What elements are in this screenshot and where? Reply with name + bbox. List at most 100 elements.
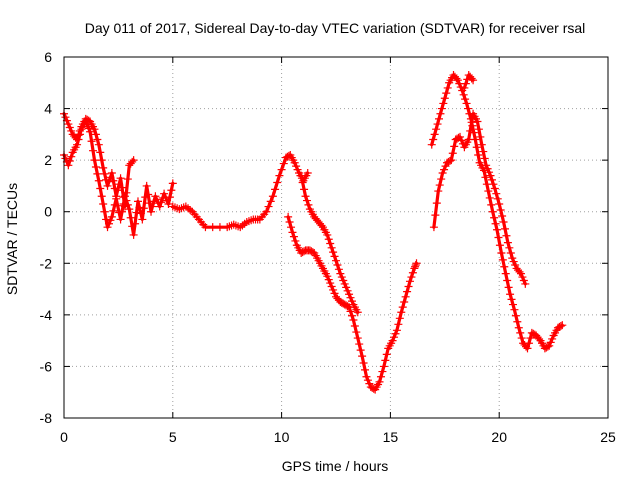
data-point-marker bbox=[247, 216, 256, 225]
data-point-marker bbox=[268, 192, 277, 201]
data-point-marker bbox=[411, 262, 420, 271]
tick-layer bbox=[63, 56, 609, 419]
data-point-marker bbox=[132, 208, 141, 217]
data-point-marker bbox=[97, 156, 106, 165]
data-point-marker bbox=[64, 120, 73, 129]
data-point-marker bbox=[505, 243, 514, 252]
data-point-marker bbox=[147, 207, 156, 216]
data-point-marker bbox=[515, 267, 524, 276]
data-point-marker bbox=[329, 285, 338, 294]
data-point-marker bbox=[337, 273, 346, 282]
data-point-marker bbox=[119, 193, 128, 202]
data-point-marker bbox=[262, 207, 271, 216]
data-point-marker bbox=[437, 175, 446, 184]
data-point-marker bbox=[65, 123, 74, 132]
data-point-marker bbox=[432, 125, 441, 134]
data-point-marker bbox=[502, 231, 511, 240]
data-point-marker bbox=[486, 171, 495, 180]
data-point-marker bbox=[493, 225, 502, 234]
data-point-marker bbox=[302, 196, 311, 205]
data-point-marker bbox=[266, 197, 275, 206]
data-point-marker bbox=[495, 199, 504, 208]
data-point-marker bbox=[113, 201, 122, 210]
data-point-marker bbox=[151, 192, 160, 201]
data-point-marker bbox=[353, 308, 362, 317]
data-point-marker bbox=[435, 181, 444, 190]
data-point-marker bbox=[523, 344, 532, 353]
data-point-marker bbox=[74, 131, 83, 140]
data-point-marker bbox=[87, 137, 96, 146]
data-point-marker bbox=[333, 261, 342, 270]
data-point-marker bbox=[152, 195, 161, 204]
data-point-marker bbox=[67, 152, 76, 161]
data-point-marker bbox=[519, 276, 528, 285]
data-point-marker bbox=[120, 202, 129, 211]
data-point-marker bbox=[509, 257, 518, 266]
data-point-marker bbox=[317, 221, 326, 230]
data-point-marker bbox=[148, 202, 157, 211]
data-point-marker bbox=[432, 199, 441, 208]
data-point-marker bbox=[362, 372, 371, 381]
data-point-marker bbox=[289, 232, 298, 241]
data-point-marker bbox=[440, 165, 449, 174]
data-point-marker bbox=[288, 228, 297, 237]
data-point-marker bbox=[94, 176, 103, 185]
y-tick-label: -6 bbox=[40, 358, 53, 374]
data-point-marker bbox=[284, 212, 293, 221]
data-point-marker bbox=[93, 169, 102, 178]
data-point-marker bbox=[467, 74, 476, 83]
data-point-marker bbox=[347, 297, 356, 306]
data-point-marker bbox=[474, 150, 483, 159]
data-point-marker bbox=[445, 157, 454, 166]
data-point-marker bbox=[376, 372, 385, 381]
series-trace bbox=[299, 174, 360, 314]
data-point-marker bbox=[264, 202, 273, 211]
y-tick-label: -2 bbox=[40, 255, 53, 271]
data-point-marker bbox=[496, 205, 505, 214]
data-point-marker bbox=[427, 140, 436, 149]
data-point-marker bbox=[548, 334, 557, 343]
data-point-marker bbox=[441, 162, 450, 171]
data-point-marker bbox=[123, 175, 132, 184]
data-point-marker bbox=[136, 209, 145, 218]
data-point-marker bbox=[343, 302, 352, 311]
data-point-marker bbox=[61, 154, 70, 163]
data-point-marker bbox=[94, 140, 103, 149]
data-point-marker bbox=[157, 198, 166, 207]
data-point-marker bbox=[408, 268, 417, 277]
data-point-marker bbox=[91, 130, 100, 139]
data-point-marker bbox=[358, 352, 367, 361]
x-tick-label: 20 bbox=[491, 429, 507, 445]
data-point-marker bbox=[499, 218, 508, 227]
data-point-marker bbox=[411, 261, 420, 270]
data-point-marker bbox=[99, 163, 108, 172]
data-point-marker bbox=[501, 269, 510, 278]
data-point-marker bbox=[346, 307, 355, 316]
data-point-marker bbox=[326, 279, 335, 288]
data-point-marker bbox=[443, 83, 452, 92]
data-point-marker bbox=[459, 90, 468, 99]
data-point-marker bbox=[412, 259, 421, 268]
data-point-marker bbox=[89, 146, 98, 155]
data-point-marker bbox=[431, 211, 440, 220]
data-point-marker bbox=[292, 162, 301, 171]
data-point-marker bbox=[437, 104, 446, 113]
data-point-marker bbox=[330, 252, 339, 261]
data-point-marker bbox=[434, 187, 443, 196]
data-point-marker bbox=[390, 333, 399, 342]
data-point-marker bbox=[343, 286, 352, 295]
data-point-marker bbox=[514, 323, 523, 332]
data-point-marker bbox=[429, 135, 438, 144]
data-point-marker bbox=[129, 156, 138, 165]
data-point-marker bbox=[434, 114, 443, 123]
y-tick-label: -4 bbox=[40, 307, 53, 323]
data-point-marker bbox=[102, 215, 111, 224]
data-point-marker bbox=[438, 169, 447, 178]
data-point-marker bbox=[298, 178, 307, 187]
data-point-marker bbox=[494, 233, 503, 242]
data-point-marker bbox=[450, 142, 459, 151]
data-point-marker bbox=[273, 178, 282, 187]
data-point-marker bbox=[287, 223, 296, 232]
data-point-marker bbox=[215, 223, 224, 232]
data-point-marker bbox=[400, 297, 409, 306]
